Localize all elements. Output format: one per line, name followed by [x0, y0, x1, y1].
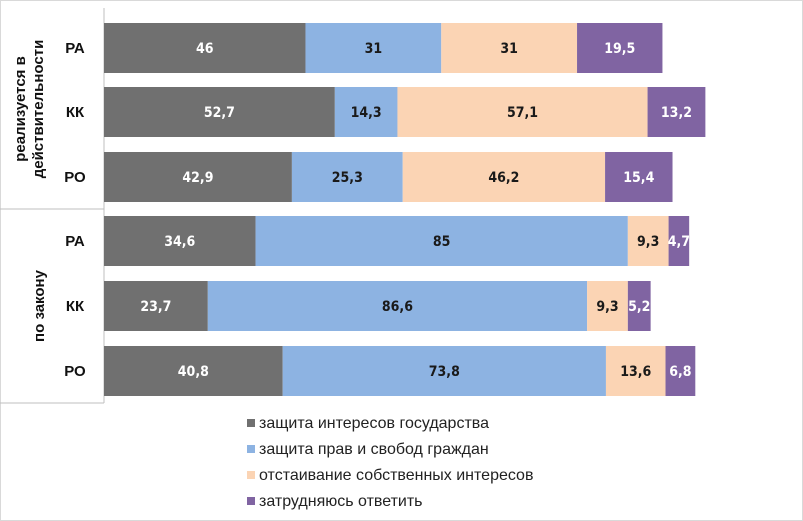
bar-segment — [334, 87, 398, 137]
category-label: РА — [65, 40, 85, 57]
bar-value-label: 73,8 — [429, 364, 460, 380]
category-label: РО — [64, 169, 86, 186]
bar-segment — [291, 152, 403, 202]
bar-value-label: 46,2 — [488, 170, 519, 186]
legend-swatch — [247, 419, 255, 427]
bar-value-label: 15,4 — [623, 170, 654, 186]
legend-swatch — [247, 497, 255, 505]
bar-segment — [441, 23, 578, 73]
bar-value-label: 4,7 — [668, 234, 690, 250]
group-label: по закону — [31, 269, 48, 342]
bar-value-label: 25,3 — [332, 170, 363, 186]
bar-segment — [104, 87, 335, 137]
bar-value-label: 57,1 — [507, 105, 538, 121]
bar-segment — [627, 281, 651, 331]
axes — [0, 8, 105, 404]
bar-value-label: 31 — [500, 41, 518, 57]
legend-swatch — [247, 471, 255, 479]
bar-segment — [668, 216, 690, 266]
bar-value-label: 31 — [365, 41, 383, 57]
bar-segment — [605, 346, 666, 396]
bar-value-label: 5,2 — [628, 299, 650, 315]
bar-value-label: 46 — [196, 41, 214, 57]
legend-label: защита прав и свобод граждан — [259, 441, 489, 458]
bar-value-label: 23,7 — [140, 299, 171, 315]
category-label: КК — [66, 298, 85, 315]
bar-segment — [104, 281, 208, 331]
legend-label: отстаивание собственных интересов — [259, 467, 533, 484]
bar-value-label: 14,3 — [351, 105, 382, 121]
bar-value-label: 42,9 — [182, 170, 213, 186]
bar-segment — [647, 87, 706, 137]
legend-label: защита интересов государства — [259, 415, 489, 432]
bar-value-label: 40,8 — [178, 364, 209, 380]
bar-segment — [402, 152, 606, 202]
bar-segment — [605, 152, 673, 202]
bars — [104, 23, 706, 396]
bar-value-label: 9,3 — [637, 234, 659, 250]
bar-value-label: 13,2 — [661, 105, 692, 121]
bar-segment — [397, 87, 648, 137]
group-label: реализуется вдействительности — [12, 40, 47, 179]
bar-segment — [255, 216, 628, 266]
bar-segment — [627, 216, 669, 266]
category-label: РО — [64, 363, 86, 380]
bar-value-label: 19,5 — [604, 41, 635, 57]
legend: защита интересов государства защита прав … — [247, 415, 533, 510]
bar-segment — [104, 216, 256, 266]
category-label: РА — [65, 233, 85, 250]
legend-label: затрудняюсь ответить — [259, 493, 423, 510]
bar-segment — [104, 152, 292, 202]
bar-segment — [104, 23, 306, 73]
bar-segment — [587, 281, 628, 331]
group-labels: реализуется вдействительности по закону — [12, 40, 48, 342]
legend-swatch — [247, 445, 255, 453]
bar-segment — [282, 346, 606, 396]
bar-value-label: 34,6 — [164, 234, 195, 250]
bar-value-label: 9,3 — [596, 299, 618, 315]
bar-segment — [104, 346, 283, 396]
bar-segment — [577, 23, 663, 73]
data-labels: 46 31 31 19,5 52,7 14,3 57,1 13,2 42,9 25,3 46,2 15… — [140, 41, 692, 380]
bar-value-label: 13,6 — [620, 364, 651, 380]
bar-value-label: 6,8 — [669, 364, 691, 380]
bar-segment — [665, 346, 696, 396]
bar-value-label: 52,7 — [204, 105, 235, 121]
category-labels: РА КК РО РА КК РО — [64, 40, 86, 380]
bar-value-label: 86,6 — [382, 299, 413, 315]
bar-segment — [305, 23, 442, 73]
category-label: КК — [66, 104, 85, 121]
bar-segment — [207, 281, 588, 331]
bar-value-label: 85 — [433, 234, 451, 250]
